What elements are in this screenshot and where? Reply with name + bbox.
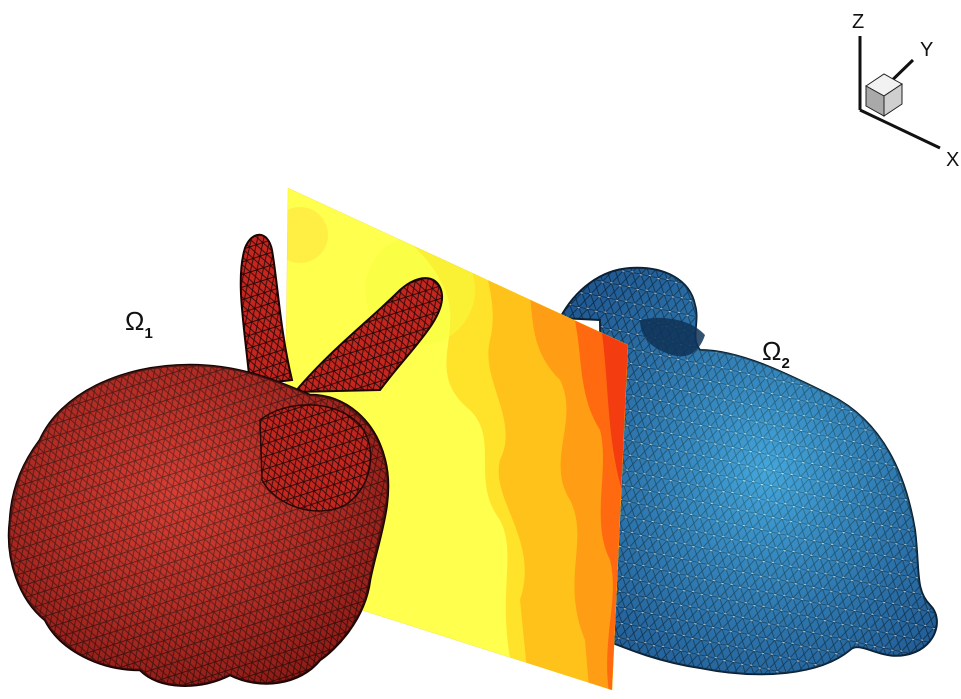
y-axis-label: Y	[920, 39, 933, 61]
blue-bunny-mesh	[514, 266, 938, 676]
domain-2-label: Ω2	[762, 336, 790, 372]
z-axis-label: Z	[852, 11, 864, 33]
x-axis-line	[859, 108, 941, 150]
axis-triad: Z Y X	[852, 11, 959, 171]
plane-band	[570, 300, 628, 690]
red-bunny-mesh	[7, 233, 444, 687]
triad-cube-right	[883, 83, 903, 117]
x-axis-label: X	[946, 149, 959, 171]
domain-1-label: Ω1	[125, 306, 153, 342]
